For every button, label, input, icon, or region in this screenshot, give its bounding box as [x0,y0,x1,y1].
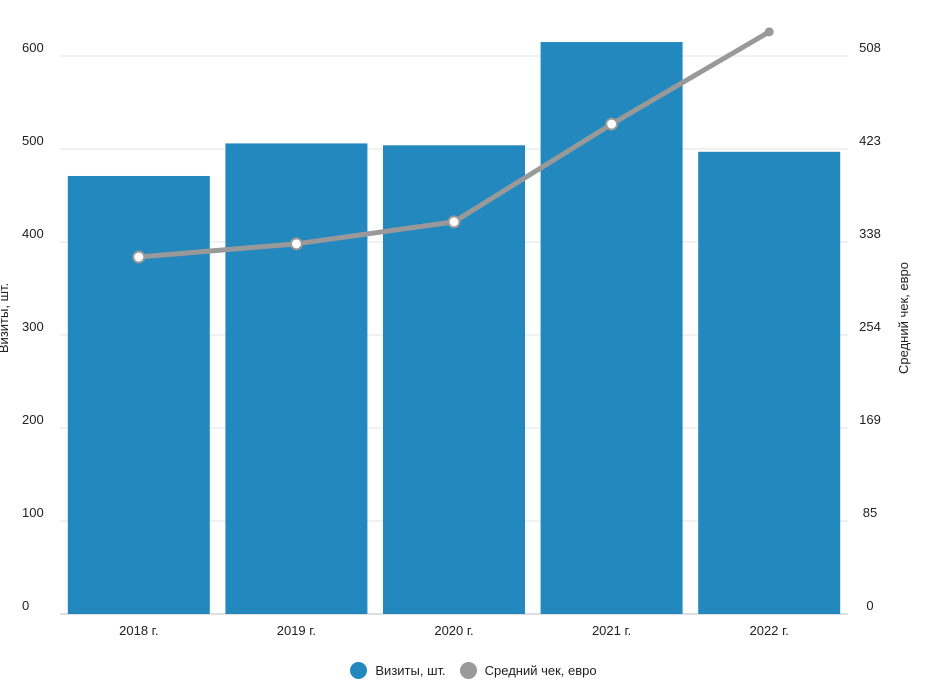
y-axis-right-title: Средний чек, евро [896,262,911,374]
x-tick-label: 2019 г. [277,623,316,638]
line-point[interactable] [605,117,619,131]
bar[interactable] [540,42,683,615]
line-point[interactable] [764,27,774,37]
y-right-tick-label: 85 [863,505,877,520]
bar[interactable] [225,143,368,615]
line-point[interactable] [289,237,303,251]
legend-item-avg-check[interactable]: Средний чек, евро [459,662,597,679]
bar-series [67,42,841,615]
line-point[interactable] [447,215,461,229]
y-left-tick-label: 100 [22,505,44,520]
y-left-tick-label: 200 [22,412,44,427]
bar[interactable] [698,151,841,615]
y-left-tick-label: 300 [22,319,44,334]
legend-swatch-visits [350,662,368,679]
x-tick-label: 2020 г. [434,623,473,638]
x-tick-label: 2018 г. [119,623,158,638]
line-point[interactable] [132,250,146,264]
y-right-tick-label: 169 [859,412,881,427]
legend-swatch-avg-check [459,662,477,679]
y-left-tick-label: 500 [22,133,44,148]
y-left-tick-label: 0 [22,598,29,613]
legend: Визиты, шт. Средний чек, евро [0,662,947,679]
legend-label-visits: Визиты, шт. [375,663,446,678]
y-left-tick-label: 400 [22,226,44,241]
legend-label-avg-check: Средний чек, евро [484,663,597,678]
y-right-tick-label: 0 [866,598,873,613]
x-tick-label: 2021 г. [592,623,631,638]
y-right-tick-label: 338 [859,226,881,241]
bar[interactable] [67,175,210,614]
y-right-tick-label: 423 [859,133,881,148]
y-left-tick-label: 600 [22,40,44,55]
y-right-tick-label: 254 [859,319,881,334]
x-tick-label: 2022 г. [750,623,789,638]
y-right-tick-label: 508 [859,40,881,55]
legend-item-visits[interactable]: Визиты, шт. [350,662,446,679]
axis-ticks: 0 0 100 85 200 169 300 254 400 338 500 423 600 508 201… [22,40,881,638]
line-series [132,27,774,264]
y-axis-left-title: Визиты, шт. [0,283,11,353]
